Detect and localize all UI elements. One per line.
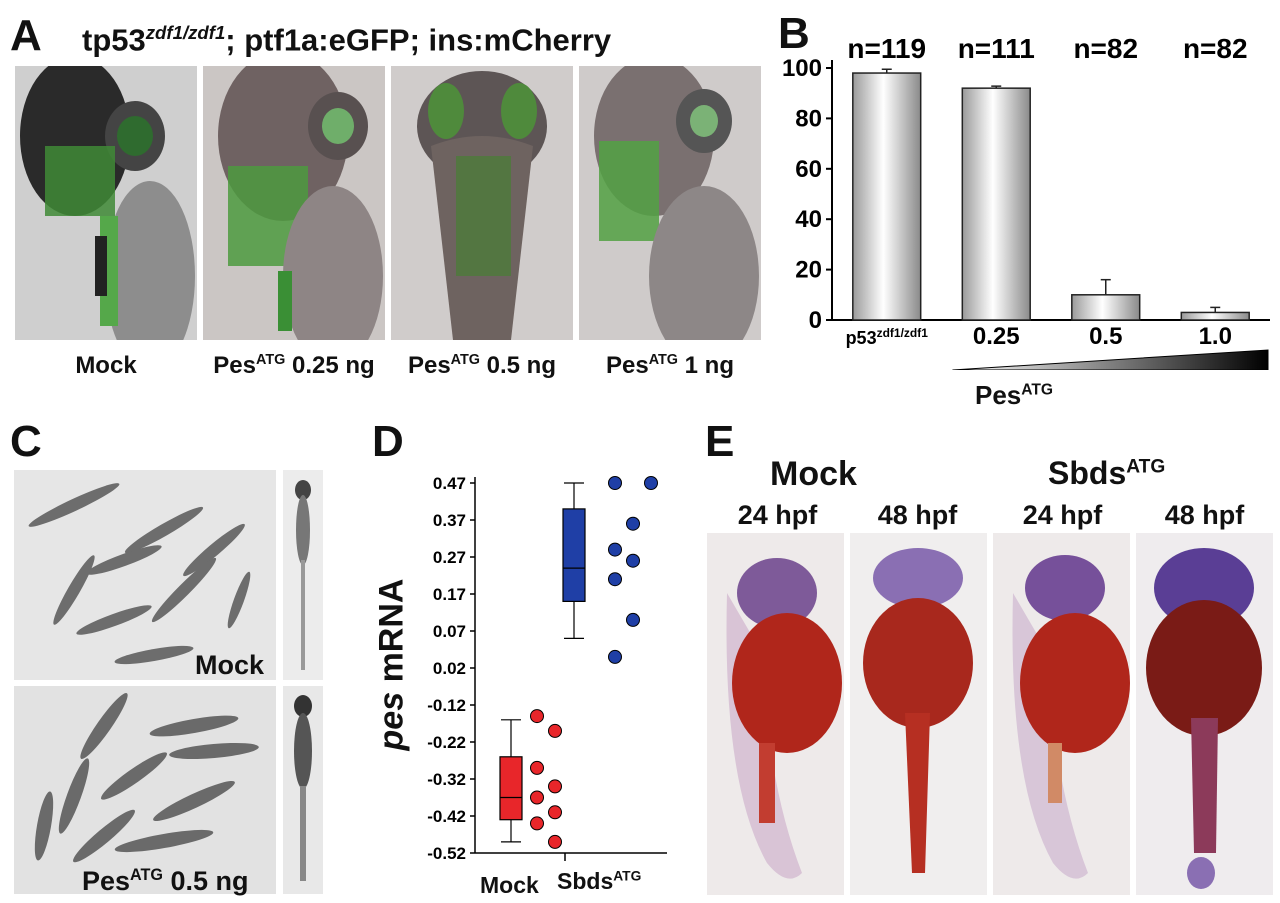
box-plot-point — [530, 790, 544, 805]
box-plot-point — [530, 760, 544, 775]
single-fish-image-pes — [283, 686, 323, 894]
box-plot-point — [548, 723, 562, 738]
panel-e-time-3: 24 hpf — [1022, 500, 1103, 530]
fish-group-image-pes — [14, 686, 276, 894]
single-fish-image-mock — [283, 470, 323, 680]
panel-a-title: tp53zdf1/zdf1; ptf1a:eGFP; ins:mCherry — [82, 22, 612, 58]
panel-e-letter: E — [705, 417, 735, 466]
image-label-pes-1: PesATG 1 ng — [605, 352, 735, 379]
panel-d-letter: D — [372, 417, 404, 466]
bar-chart-y-tick-label: 20 — [795, 257, 822, 284]
bar-chart-y-tick-label: 100 — [782, 55, 822, 82]
panel-e-time-4: 48 hpf — [1164, 500, 1245, 530]
bar-chart-xlabel: PesATG — [975, 380, 1054, 410]
box-plot-point — [626, 516, 640, 531]
bar-chart-category-label: 0.5 — [1089, 323, 1122, 350]
box-plot-box — [562, 508, 586, 603]
bar-chart-n-label: n=111 — [958, 33, 1035, 64]
box-plot-point — [530, 816, 544, 831]
dose-ramp — [952, 349, 1269, 370]
bar-chart: 0 20 40 60 80 100 n=119 p53zdf1/zdf1 n=111 0.25 n=… — [782, 33, 1270, 370]
bar-chart-y-tick-label: 80 — [795, 105, 822, 132]
box-plot-point — [608, 572, 622, 587]
fish-image-mock-fluorescent — [15, 66, 197, 340]
image-label-mock: Mock — [75, 352, 137, 379]
panel-c-letter: C — [10, 417, 42, 466]
embryo-image-mock-48hpf — [850, 533, 987, 895]
panel-a-letter: A — [10, 11, 42, 60]
bar-chart-y-tick-label: 60 — [795, 156, 822, 183]
bar-chart-category-label: 0.25 — [973, 323, 1020, 350]
box-plot-group-mock: Mock — [480, 872, 539, 898]
box-plot-point — [608, 542, 622, 557]
box-plot-point — [626, 553, 640, 568]
box-plot-y-tick-label: 0.02 — [433, 659, 466, 678]
box-plot-point — [608, 476, 622, 490]
fish-image-pes-05-fluorescent — [391, 66, 573, 340]
box-plot-y-tick-label: 0.17 — [433, 585, 466, 604]
bar-chart-bar — [1071, 294, 1141, 321]
bar-chart-bar — [1180, 311, 1250, 321]
box-plot-point — [548, 805, 562, 820]
box-plot-y-tick-label: 0.27 — [433, 548, 466, 567]
bar-chart-n-label: n=82 — [1073, 33, 1138, 64]
bar-chart-y-tick-label: 40 — [795, 206, 822, 233]
embryo-image-sbds-24hpf — [993, 533, 1130, 895]
fish-image-pes-025-fluorescent — [203, 66, 385, 340]
bar-chart-n-label: n=119 — [847, 33, 926, 64]
fish-image-pes-1-fluorescent — [579, 66, 761, 340]
box-plot: 0.47 0.37 0.27 0.17 0.07 0.02 -0.12 -0.22 -0.32 -… — [427, 474, 667, 863]
image-label-pes-05: PesATG 0.5 ng — [407, 352, 557, 379]
bar-chart-bar — [852, 72, 922, 321]
bar-chart-y-tick-label: 0 — [809, 307, 822, 334]
box-plot-point — [626, 612, 640, 627]
panel-e-time-1: 24 hpf — [737, 500, 818, 530]
box-plot-point — [530, 709, 544, 724]
embryo-image-mock-24hpf — [707, 533, 844, 895]
bar-chart-n-label: n=82 — [1183, 33, 1248, 64]
panel-c-pes-label: PesATG 0.5 ng — [82, 866, 249, 896]
box-plot-y-tick-label: -0.12 — [427, 696, 466, 715]
box-plot-point — [548, 779, 562, 794]
box-plot-y-tick-label: -0.42 — [427, 807, 466, 826]
bar-chart-bar — [961, 87, 1031, 321]
box-plot-y-tick-label: 0.47 — [433, 474, 466, 493]
box-plot-y-tick-label: -0.52 — [427, 844, 466, 863]
bar-chart-category-label: 1.0 — [1199, 323, 1232, 350]
box-plot-y-tick-label: -0.32 — [427, 770, 466, 789]
panel-e-group-sbds: SbdsATG — [1048, 455, 1166, 491]
box-plot-y-tick-label: 0.07 — [433, 622, 466, 641]
panel-e-time-2: 48 hpf — [877, 500, 958, 530]
box-plot-group-sbds: SbdsATG — [557, 868, 642, 894]
panel-e-group-mock: Mock — [770, 455, 857, 493]
box-plot-y-tick-label: 0.37 — [433, 511, 466, 530]
panel-b-letter: B — [778, 9, 810, 58]
bar-chart-category-label: p53zdf1/zdf1 — [846, 326, 929, 348]
embryo-image-sbds-48hpf — [1136, 533, 1273, 895]
fish-group-image-mock — [14, 470, 276, 680]
box-plot-point — [644, 476, 658, 490]
box-plot-y-tick-label: -0.22 — [427, 733, 466, 752]
box-plot-point — [548, 834, 562, 849]
panel-c-mock-label: Mock — [195, 650, 265, 680]
box-plot-box — [499, 756, 523, 821]
image-label-pes-025: PesATG 0.25 ng — [213, 352, 375, 379]
box-plot-point — [608, 649, 622, 664]
